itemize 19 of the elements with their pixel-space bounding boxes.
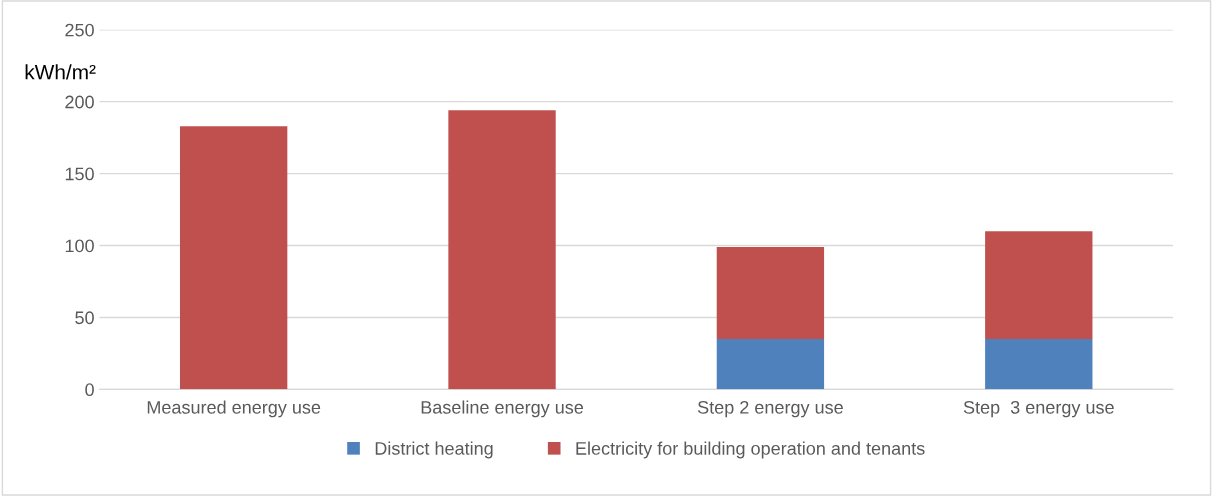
legend-label: District heating xyxy=(375,441,493,459)
bar xyxy=(716,339,825,390)
y-tick-label: 100 xyxy=(65,239,94,253)
y-tick-label: 50 xyxy=(75,311,94,325)
y-tick-label: 150 xyxy=(65,167,94,181)
bar xyxy=(448,110,556,390)
bar xyxy=(985,231,1093,340)
bar xyxy=(716,246,825,340)
bar xyxy=(985,339,1093,390)
x-tick-label: Step 2 energy use xyxy=(697,400,843,418)
y-tick-label: 250 xyxy=(65,23,94,37)
y-tick-label: 200 xyxy=(65,95,94,109)
bar xyxy=(179,126,288,390)
y-tick-label: 0 xyxy=(85,383,94,397)
y-axis-title: kWh/m² xyxy=(25,64,96,80)
x-tick-label: Step 3 energy use xyxy=(963,400,1114,418)
legend-label: Electricity for building operation and tenants xyxy=(576,441,925,459)
x-tick-label: Measured energy use xyxy=(147,400,321,418)
x-tick-label: Baseline energy use xyxy=(421,400,584,418)
